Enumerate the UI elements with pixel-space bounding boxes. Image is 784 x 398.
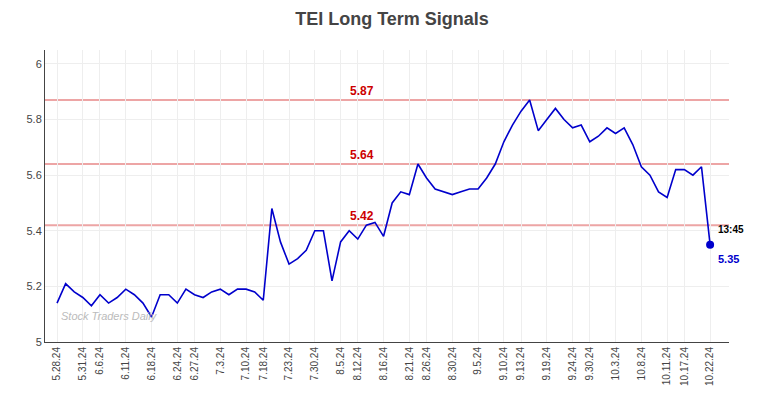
svg-text:8.12.24: 8.12.24 — [352, 347, 363, 381]
svg-text:5.28.24: 5.28.24 — [51, 347, 62, 381]
svg-text:8.30.24: 8.30.24 — [447, 347, 458, 381]
svg-text:7.10.24: 7.10.24 — [240, 347, 251, 381]
svg-text:9.10.24: 9.10.24 — [498, 347, 509, 381]
svg-text:Stock Traders Daily: Stock Traders Daily — [61, 310, 158, 322]
svg-text:5: 5 — [36, 336, 42, 348]
svg-text:5.4: 5.4 — [27, 225, 42, 237]
svg-text:6.6.24: 6.6.24 — [94, 347, 105, 375]
svg-text:6.11.24: 6.11.24 — [120, 347, 131, 380]
svg-text:13:45: 13:45 — [718, 224, 744, 235]
svg-text:8.26.24: 8.26.24 — [421, 347, 432, 381]
svg-text:10.3.24: 10.3.24 — [610, 347, 621, 381]
svg-text:10.8.24: 10.8.24 — [636, 347, 647, 381]
svg-text:10.22.24: 10.22.24 — [704, 347, 715, 386]
svg-text:TEI Long Term Signals: TEI Long Term Signals — [295, 9, 489, 29]
svg-text:7.18.24: 7.18.24 — [258, 347, 269, 381]
svg-text:7.3.24: 7.3.24 — [215, 347, 226, 375]
svg-text:5.42: 5.42 — [350, 209, 374, 223]
svg-text:5.2: 5.2 — [27, 280, 42, 292]
svg-text:9.24.24: 9.24.24 — [567, 347, 578, 381]
svg-text:6.24.24: 6.24.24 — [172, 347, 183, 381]
svg-text:6: 6 — [36, 58, 42, 70]
svg-text:7.30.24: 7.30.24 — [309, 347, 320, 381]
svg-text:5.8: 5.8 — [27, 113, 42, 125]
svg-text:6.18.24: 6.18.24 — [146, 347, 157, 381]
svg-text:6.27.24: 6.27.24 — [189, 347, 200, 381]
svg-text:7.23.24: 7.23.24 — [283, 347, 294, 381]
svg-text:5.87: 5.87 — [350, 84, 374, 98]
svg-text:9.13.24: 9.13.24 — [515, 347, 526, 381]
svg-text:8.5.24: 8.5.24 — [335, 347, 346, 375]
svg-text:5.6: 5.6 — [27, 169, 42, 181]
svg-text:5.64: 5.64 — [350, 148, 374, 162]
svg-text:10.17.24: 10.17.24 — [679, 347, 690, 386]
svg-text:10.11.24: 10.11.24 — [661, 347, 672, 386]
svg-text:9.30.24: 9.30.24 — [584, 347, 595, 381]
svg-text:9.19.24: 9.19.24 — [541, 347, 552, 381]
svg-text:8.16.24: 8.16.24 — [378, 347, 389, 381]
svg-text:8.21.24: 8.21.24 — [404, 347, 415, 381]
svg-text:9.5.24: 9.5.24 — [472, 347, 483, 375]
svg-text:5.35: 5.35 — [718, 253, 739, 265]
svg-text:5.31.24: 5.31.24 — [77, 347, 88, 381]
